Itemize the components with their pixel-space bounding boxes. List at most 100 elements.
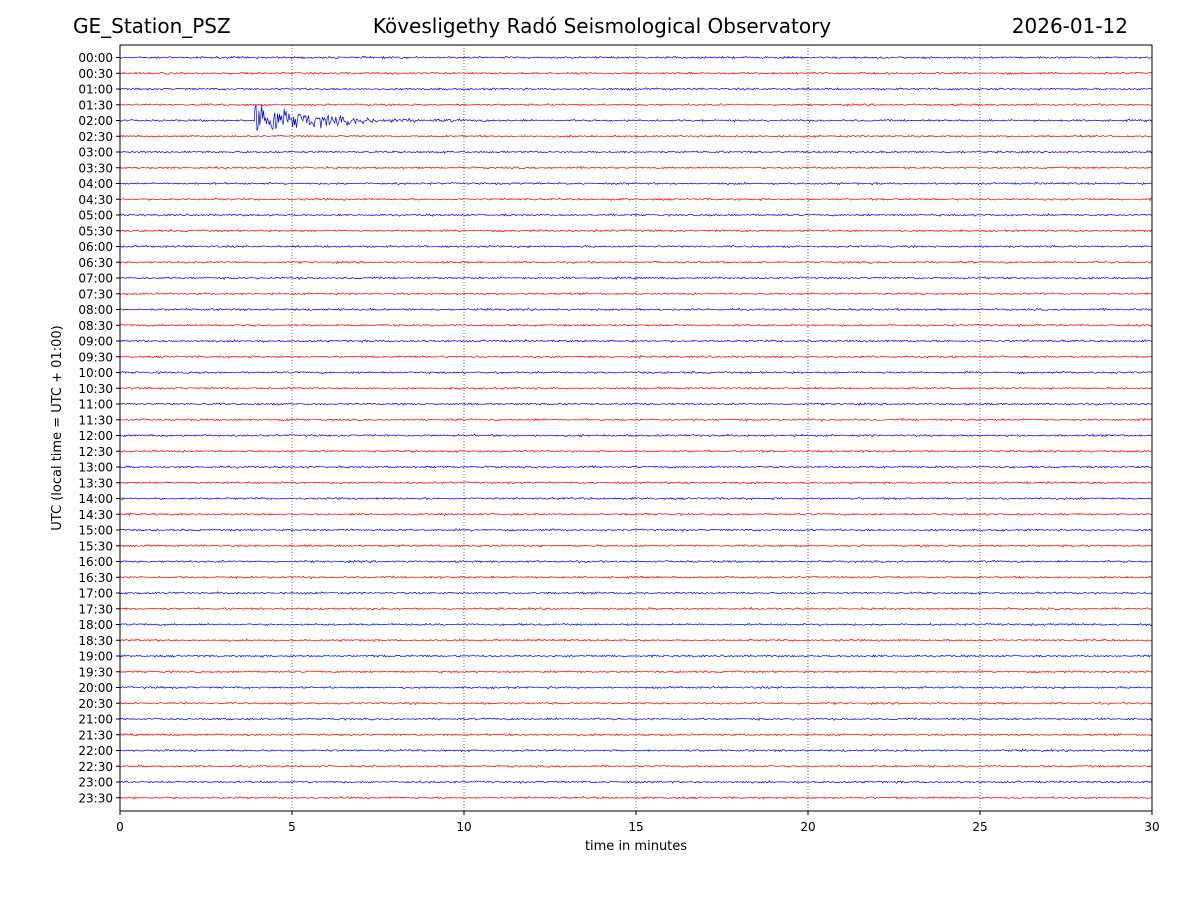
y-tick-label: 15:30 [78, 539, 113, 553]
seismic-trace-0800 [119, 307, 1153, 312]
y-tick-label: 11:30 [78, 413, 113, 427]
seismic-trace-2230 [119, 764, 1153, 768]
y-tick-label: 01:00 [78, 83, 113, 97]
y-tick-label: 00:00 [78, 51, 113, 65]
seismic-trace-2330 [119, 795, 1153, 800]
y-tick-label: 07:30 [78, 287, 113, 301]
y-tick-label: 22:00 [78, 744, 113, 758]
y-tick-label: 23:00 [78, 776, 113, 790]
y-tick-label: 21:00 [78, 713, 113, 727]
seismic-trace-0300 [119, 150, 1153, 154]
y-tick-label: 01:30 [78, 98, 113, 112]
seismic-trace-0330 [119, 165, 1153, 170]
seismic-trace-0500 [119, 213, 1153, 217]
y-tick-label: 23:30 [78, 791, 113, 805]
seismic-trace-1800 [119, 622, 1153, 627]
x-axis-label: time in minutes [585, 839, 687, 854]
y-tick-label: 14:00 [78, 492, 113, 506]
y-tick-label: 06:30 [78, 256, 113, 270]
y-tick-label: 20:30 [78, 697, 113, 711]
seismic-trace-1230 [120, 449, 1153, 454]
y-tick-label: 05:00 [78, 209, 113, 223]
seismic-trace-1630 [119, 575, 1152, 580]
y-tick-label: 02:00 [78, 114, 113, 128]
seismic-trace-2130 [119, 732, 1153, 737]
seismic-trace-0730 [119, 291, 1153, 296]
y-tick-label: 20:00 [78, 681, 113, 695]
x-tick-label: 5 [288, 820, 296, 834]
x-tick-label: 25 [972, 820, 987, 834]
seismic-trace-0100 [119, 87, 1153, 91]
seismic-trace-0000 [119, 55, 1153, 60]
seismic-trace-2030 [119, 701, 1153, 706]
seismic-trace-1130 [119, 417, 1153, 422]
y-tick-label: 17:30 [78, 602, 113, 616]
y-tick-label: 13:30 [78, 476, 113, 490]
y-tick-label: 08:30 [78, 319, 113, 333]
x-tick-label: 0 [116, 820, 124, 834]
seismic-trace-1730 [119, 606, 1153, 611]
seismic-trace-1500 [119, 528, 1153, 532]
seismic-trace-1830 [119, 638, 1153, 643]
seismic-trace-0830 [119, 323, 1153, 328]
y-tick-label: 08:00 [78, 303, 113, 317]
seismic-trace-2000 [119, 685, 1153, 690]
seismic-trace-2100 [119, 717, 1153, 722]
seismic-trace-1900 [119, 654, 1153, 659]
y-tick-label: 09:30 [78, 350, 113, 364]
y-tick-label: 22:30 [78, 760, 113, 774]
seismic-trace-1100 [119, 402, 1153, 406]
seismic-trace-1430 [120, 512, 1153, 517]
y-tick-label: 19:00 [78, 650, 113, 664]
seismic-trace-0600 [119, 244, 1153, 249]
y-tick-label: 12:00 [78, 429, 113, 443]
seismic-trace-1530 [119, 544, 1153, 548]
y-tick-label: 06:00 [78, 240, 113, 254]
station-title: GE_Station_PSZ [73, 14, 231, 38]
observatory-title: Kövesligethy Radó Seismological Observat… [372, 14, 832, 38]
y-tick-label: 10:30 [78, 382, 113, 396]
y-tick-label: 03:00 [78, 146, 113, 160]
x-tick-label: 20 [800, 820, 815, 834]
seismic-trace-1000 [119, 370, 1153, 375]
seismic-trace-1400 [119, 496, 1153, 501]
grid-layer [291, 45, 981, 811]
seismic-trace-1200 [119, 433, 1153, 438]
y-tick-label: 04:00 [78, 177, 113, 191]
seismic-trace-1930 [120, 669, 1153, 674]
seismic-trace-1300 [119, 465, 1153, 469]
y-tick-label: 19:30 [78, 665, 113, 679]
y-tick-label: 09:00 [78, 335, 113, 349]
seismic-trace-0930 [119, 355, 1152, 359]
x-tick-label: 15 [628, 820, 643, 834]
seismic-trace-0530 [120, 228, 1153, 233]
y-tick-label: 14:30 [78, 508, 113, 522]
y-tick-label: 13:00 [78, 461, 113, 475]
y-tick-label: 03:30 [78, 161, 113, 175]
seismic-trace-0230 [119, 134, 1153, 139]
seismic-trace-1600 [119, 559, 1153, 564]
seismic-trace-1030 [119, 386, 1153, 391]
y-tick-label: 10:00 [78, 366, 113, 380]
seismic-trace-0700 [119, 276, 1153, 281]
y-tick-label: 11:00 [78, 398, 113, 412]
y-tick-label: 18:30 [78, 634, 113, 648]
seismic-trace-0400 [119, 181, 1153, 186]
y-tick-label: 05:30 [78, 224, 113, 238]
y-tick-label: 18:00 [78, 618, 113, 632]
trace-layer [119, 55, 1153, 800]
x-tick-label: 30 [1144, 820, 1159, 834]
y-tick-label: 02:30 [78, 130, 113, 144]
seismic-trace-0200 [119, 104, 1153, 131]
y-tick-label: 04:30 [78, 193, 113, 207]
date-title: 2026-01-12 [1011, 14, 1128, 38]
seismic-trace-0900 [119, 339, 1153, 343]
seismic-trace-0130 [119, 102, 1153, 107]
y-tick-label: 12:30 [78, 445, 113, 459]
x-tick-layer: 0 5 10 15 20 25 30 [116, 811, 1160, 834]
seismic-trace-0030 [119, 71, 1153, 76]
seismic-trace-1330 [119, 480, 1153, 485]
y-tick-label: 15:00 [78, 524, 113, 538]
